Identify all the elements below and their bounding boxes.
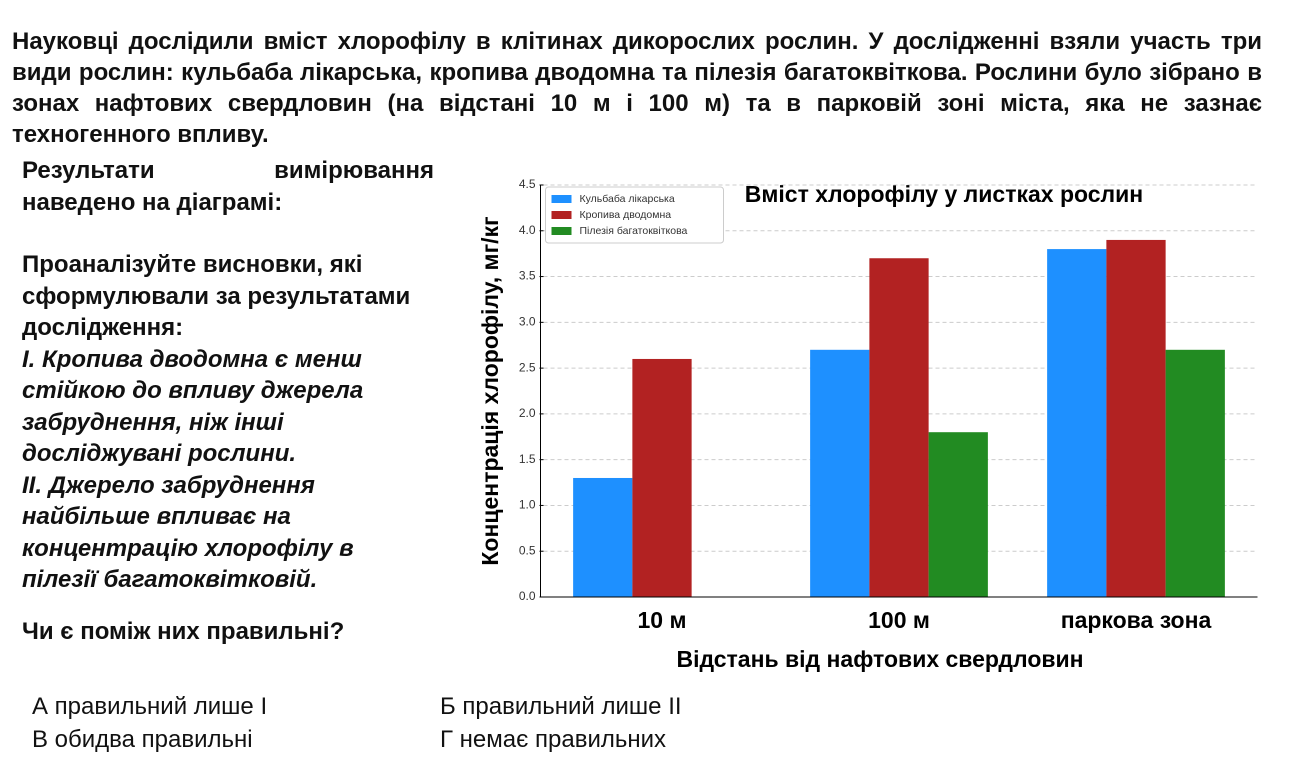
legend-swatch bbox=[551, 195, 572, 203]
y-tick-label: 0.0 bbox=[519, 589, 536, 603]
statement: І. Кропива дводомна є менш стійкою до вп… bbox=[22, 345, 364, 468]
bar bbox=[632, 358, 692, 597]
bar bbox=[1106, 239, 1166, 597]
bar bbox=[1165, 349, 1225, 597]
y-tick-label: 0.5 bbox=[519, 543, 536, 557]
legend-box bbox=[545, 186, 724, 244]
bar bbox=[928, 432, 988, 597]
chart-title: Вміст хлорофілу у листках рослин bbox=[745, 181, 1143, 207]
statement: ІІ. Джерело забруднення найбільше вплива… bbox=[22, 471, 354, 594]
option: Б правильний лише ІІ bbox=[440, 693, 682, 720]
legend-label: Пілезія багатоквіткова bbox=[580, 225, 688, 237]
task: Проаналізуйте висновки, які сформулювали… bbox=[22, 251, 411, 341]
option: В обидва правильні bbox=[32, 726, 253, 753]
x-tick-label: 100 м bbox=[868, 607, 930, 633]
question: Чи є поміж них правильні? bbox=[22, 617, 345, 645]
results-note: Результати вимірювання наведено на діагр… bbox=[22, 157, 434, 216]
y-tick-label: 2.0 bbox=[519, 406, 536, 420]
bar bbox=[1047, 249, 1107, 598]
x-tick-label: паркова зона bbox=[1061, 607, 1212, 633]
legend-label: Кропива дводомна bbox=[580, 209, 672, 221]
y-tick-label: 2.5 bbox=[519, 360, 536, 374]
x-tick-label: 10 м bbox=[638, 607, 687, 633]
y-tick-label: 3.5 bbox=[519, 269, 536, 283]
legend-swatch bbox=[551, 211, 572, 219]
legend-swatch bbox=[551, 227, 572, 235]
y-axis-label: Концентрація хлорофілу, мг/кг bbox=[477, 216, 503, 565]
option: А правильний лише І bbox=[32, 693, 268, 720]
bar bbox=[573, 477, 633, 597]
intro-text: Науковці дослідили вміст хлорофілу в клі… bbox=[12, 28, 1262, 148]
bar bbox=[810, 349, 870, 597]
y-tick-label: 3.0 bbox=[519, 315, 536, 329]
y-tick-label: 1.0 bbox=[519, 498, 536, 512]
y-tick-label: 4.5 bbox=[519, 177, 536, 191]
x-axis-label: Відстань від нафтових свердловин bbox=[676, 646, 1083, 672]
left-column: Результати вимірювання наведено на діагр… bbox=[22, 155, 434, 647]
bar bbox=[869, 258, 929, 597]
option: Г немає правильних bbox=[440, 726, 667, 753]
y-tick-label: 4.0 bbox=[519, 223, 536, 237]
legend-label: Кульбаба лікарська bbox=[580, 193, 675, 205]
y-tick-label: 1.5 bbox=[519, 452, 536, 466]
